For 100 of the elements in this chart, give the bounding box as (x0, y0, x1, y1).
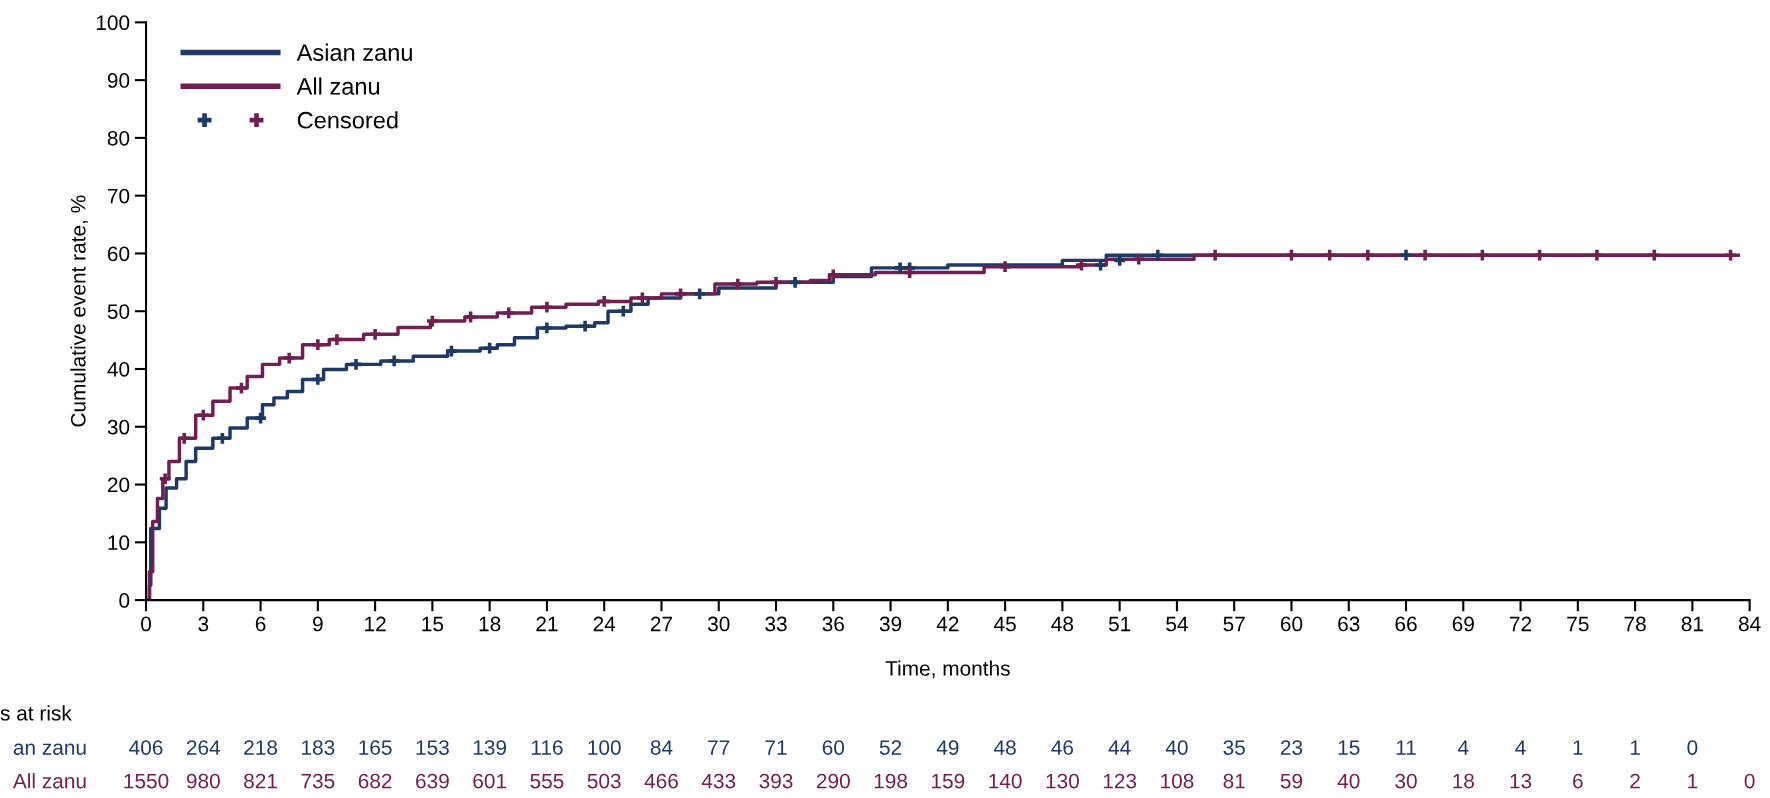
text: 6 (1573, 773, 1583, 789)
text: 18 (1453, 773, 1474, 789)
text: 2 (1630, 773, 1640, 789)
text: 116 (531, 740, 563, 755)
point (197, 409, 209, 421)
text: 30 (1395, 773, 1417, 789)
text: 13 (1510, 773, 1532, 789)
text: 130 (1046, 773, 1079, 789)
x-tick-label: 12 (365, 616, 386, 632)
x-tick-label: 72 (1510, 616, 1532, 632)
y-tick-label: 100 (96, 15, 130, 31)
text: 264 (186, 740, 221, 755)
x-tick-label: 36 (822, 616, 844, 632)
point (541, 301, 553, 313)
x-tick-label: 21 (536, 616, 558, 632)
text: 108 (1161, 773, 1194, 789)
x-tick-label: 60 (1280, 616, 1303, 632)
x-tick-label: 6 (255, 616, 266, 632)
text: 60 (822, 740, 845, 755)
x-tick-label: 57 (1223, 616, 1245, 632)
point (770, 276, 782, 288)
x-tick-label: 24 (593, 616, 616, 632)
text: 0 (1687, 740, 1698, 755)
text: 466 (644, 773, 678, 789)
text: 1550 (124, 773, 169, 789)
x-tick-label: 3 (198, 616, 209, 632)
x-tick-label: 66 (1395, 616, 1417, 632)
point (1400, 249, 1412, 261)
text: 71 (765, 740, 787, 755)
x-tick-label: 63 (1338, 616, 1360, 632)
y-tick-label: 80 (107, 130, 130, 146)
x-tick-label: 45 (994, 616, 1016, 632)
x-tick-label: 27 (650, 616, 673, 632)
point (159, 473, 171, 485)
x-tick-label: 33 (765, 616, 787, 632)
y-tick-label: 10 (108, 535, 130, 551)
x-tick-label: 78 (1624, 616, 1646, 632)
text: 682 (358, 773, 392, 789)
x-tick-label: 69 (1452, 616, 1474, 632)
point (789, 276, 801, 288)
text: 406 (129, 740, 163, 755)
x-tick-label: 75 (1567, 616, 1589, 632)
y-tick-label: 90 (107, 73, 130, 88)
y-axis-title: Cumulative event rate, % (70, 195, 89, 427)
text: 393 (759, 773, 793, 789)
text: 52 (879, 740, 902, 755)
point (1076, 259, 1087, 271)
text: an zanu (13, 743, 86, 755)
text: 48 (994, 740, 1016, 755)
y-tick-label: 30 (107, 419, 130, 435)
text: 139 (473, 740, 507, 755)
text: 46 (1051, 740, 1074, 755)
point (579, 320, 591, 332)
text: 218 (244, 740, 278, 755)
x-axis-title: Time, months (885, 660, 1010, 679)
text: 639 (416, 773, 449, 789)
text: 433 (701, 773, 736, 789)
y-tick-label: 20 (107, 477, 130, 493)
text: 980 (186, 773, 220, 789)
x-tick-label: 39 (879, 616, 902, 632)
point (465, 311, 476, 323)
point (1725, 249, 1736, 261)
point (446, 345, 457, 357)
text: 159 (932, 773, 965, 789)
point (388, 355, 400, 367)
x-tick-label: 48 (1051, 616, 1074, 632)
point (999, 261, 1011, 273)
text: 4 (1515, 740, 1526, 755)
x-tick-label: 18 (479, 616, 501, 632)
point (827, 269, 839, 281)
text: 555 (530, 773, 564, 789)
text: 1 (1630, 740, 1640, 755)
point (1648, 249, 1660, 261)
x-tick-label: 0 (141, 616, 151, 632)
point (369, 328, 381, 340)
text: 503 (587, 773, 621, 789)
y-tick-label: 60 (107, 246, 130, 262)
text: 40 (1165, 740, 1188, 755)
x-tick-label: 9 (313, 616, 323, 632)
text: 23 (1280, 740, 1303, 755)
point (1133, 253, 1145, 265)
point (427, 315, 438, 327)
point (178, 432, 190, 444)
text: 40 (1337, 773, 1360, 789)
text: 735 (301, 773, 335, 789)
y-tick-label: 0 (119, 593, 130, 608)
text: 77 (708, 740, 730, 755)
x-tick-label: 15 (422, 616, 444, 632)
point (283, 352, 295, 364)
point (236, 382, 247, 394)
point (350, 358, 362, 370)
point (331, 334, 343, 345)
y-tick-label: 40 (107, 362, 130, 377)
text: 123 (1103, 773, 1137, 789)
text: 81 (1223, 773, 1245, 789)
point (312, 374, 324, 385)
x-tick-label: 30 (707, 616, 730, 632)
text: 15 (1338, 740, 1360, 755)
point (1419, 249, 1431, 261)
point (1534, 249, 1546, 261)
